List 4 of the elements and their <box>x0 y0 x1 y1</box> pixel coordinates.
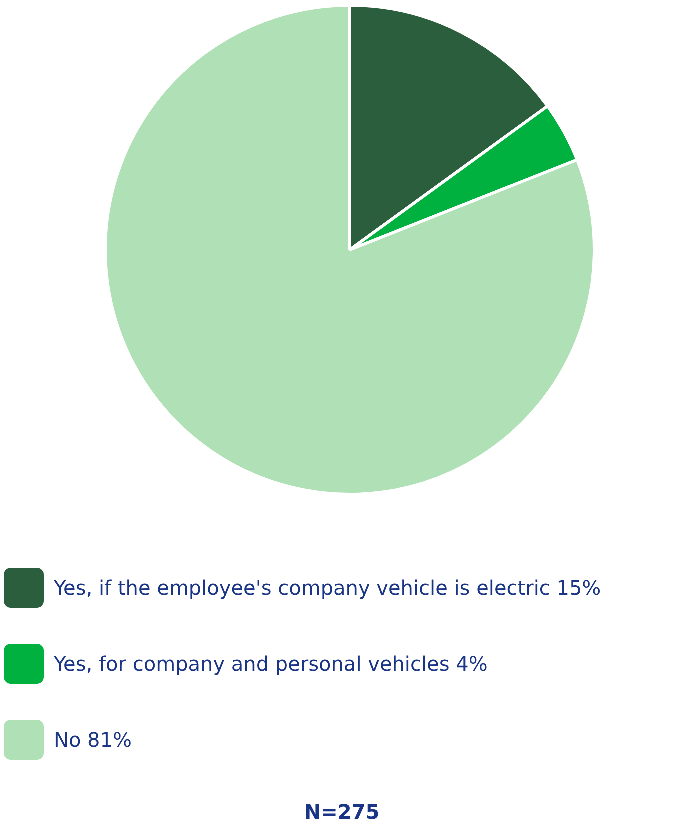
legend-label: Yes, if the employee's company vehicle is electric 15% <box>54 576 602 600</box>
text: N=275 <box>303 800 381 824</box>
legend-label: No 81% <box>54 728 132 752</box>
legend-label: Yes, for company and personal vehicles 4% <box>54 652 488 676</box>
